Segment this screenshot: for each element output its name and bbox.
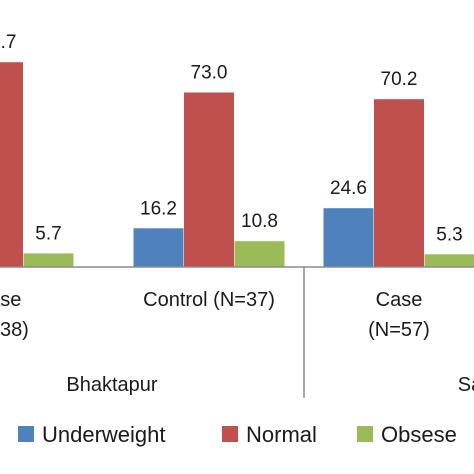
legend-swatch-normal [222,426,238,442]
bar-normal-0 [0,62,23,268]
bar-underweight-2 [323,208,374,267]
category-label-2-line1: Case [376,289,423,311]
legend-label-obsese: Obsese [381,422,457,447]
bar-obsese-1 [234,241,285,267]
bar-underweight-1 [133,228,184,267]
data-label-obsese-0: 5.7 [35,223,61,244]
data-label-normal-1: 73.0 [191,63,228,84]
category-labels-layer: Case (N=38) Control (N=37) Bhaktapur Case (N=… [0,289,474,396]
legend-label-underweight: Underweight [42,422,166,447]
bar-obsese-0 [23,253,74,267]
data-label-obsese-1: 10.8 [241,211,278,232]
bar-normal-2 [374,99,424,267]
group-label-1: Sa [458,374,474,396]
bars-layer [0,62,474,268]
category-label-0-line2: (N=38) [0,319,29,341]
category-label-0-line1: Case [0,289,21,311]
legend-swatch-underweight [18,426,34,442]
data-labels-layer: 85.7 5.7 16.2 73.0 10.8 24.6 70.2 5.3 [0,32,463,245]
bar-normal-1 [184,92,234,267]
data-label-underweight-1: 16.2 [140,198,177,219]
legend: Underweight Normal Obsese [18,422,457,447]
legend-label-normal: Normal [246,422,317,447]
legend-swatch-obsese [357,426,373,442]
data-label-normal-0: 85.7 [0,32,16,53]
category-label-2-line2: (N=57) [368,319,430,341]
data-label-normal-2: 70.2 [381,69,418,90]
category-label-1-line1: Control (N=37) [143,289,275,311]
data-label-underweight-2: 24.6 [330,178,367,199]
bar-obsese-2 [424,254,474,267]
group-label-0: Bhaktapur [66,374,158,396]
data-label-obsese-2: 5.3 [436,224,462,245]
